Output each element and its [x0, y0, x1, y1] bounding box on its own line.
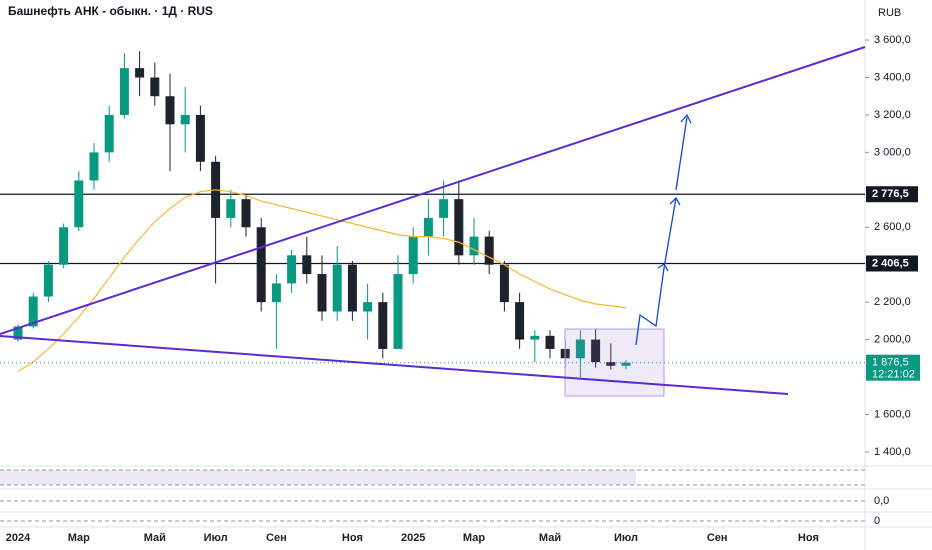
x-tick-label: Сен [707, 532, 728, 544]
candle-body [150, 77, 160, 97]
x-tick-label: Ноя [798, 532, 819, 544]
level-label-box [866, 186, 918, 203]
countdown: 12:21:02 [872, 369, 915, 381]
candle-body [545, 335, 555, 349]
candle-body [135, 68, 145, 78]
x-tick-label: Ноя [342, 532, 363, 544]
x-tick-label: 2025 [401, 532, 425, 544]
candle-body [499, 264, 509, 303]
candle-body [363, 302, 373, 312]
y-tick-label: 2 200,0 [874, 296, 911, 308]
candle-body [378, 302, 388, 349]
candle-body [591, 339, 601, 363]
y-tick-label: 3 000,0 [874, 146, 911, 158]
candle-body [423, 217, 433, 237]
candle-body [469, 236, 479, 256]
level-label: 2 776,5 [872, 188, 909, 200]
last-price-box [866, 354, 920, 381]
candle-body [515, 302, 525, 340]
y-tick-label: 3 400,0 [874, 71, 911, 83]
candle-body [317, 274, 327, 312]
chart-title: Башнефть АНК - обыкн. · 1Д · RUS [8, 4, 213, 18]
last-price-label: 1 876,5 [872, 357, 909, 369]
candle-body [439, 199, 449, 218]
x-tick-label: Мар [463, 532, 485, 544]
candle-body [226, 199, 236, 218]
trend-line [0, 46, 866, 335]
candle-body [89, 152, 99, 181]
candle-body [43, 264, 53, 297]
y-tick-label: 2 000,0 [874, 333, 911, 345]
y-tick-label: 3 200,0 [874, 109, 911, 121]
y-tick-label: 2 600,0 [874, 221, 911, 233]
candle-body [180, 114, 190, 125]
currency: RUB [878, 7, 901, 19]
candle-body [59, 227, 69, 265]
arrow-head [657, 263, 669, 272]
indicator-tick: 0,0 [874, 495, 889, 507]
level-label-box [866, 255, 918, 272]
candle-body [606, 362, 616, 366]
candle-body [119, 68, 129, 115]
x-tick-label: Май [144, 532, 166, 544]
candle-body [195, 114, 205, 162]
arrow-head [680, 113, 692, 124]
candle-body [165, 96, 175, 125]
x-tick-label: Июл [204, 532, 228, 544]
candle-body [28, 296, 38, 327]
y-tick-label: 1 600,0 [874, 408, 911, 420]
candle-body [347, 264, 357, 312]
candle-body [484, 236, 494, 265]
x-tick-label: Сен [266, 532, 287, 544]
indicator-tick: 0 [874, 515, 880, 527]
candle-body [454, 199, 464, 256]
level-label: 2 406,5 [872, 257, 909, 269]
candle-body [408, 236, 418, 275]
candle-body [302, 255, 312, 275]
x-tick-label: Мар [68, 532, 90, 544]
candle-body [256, 227, 266, 303]
candle-body [287, 255, 297, 284]
x-tick-label: Май [539, 532, 561, 544]
forecast-arrow [663, 197, 677, 269]
candle-body [241, 199, 251, 228]
candle-body [621, 362, 631, 366]
arrow-head [669, 196, 681, 206]
range-box [564, 328, 665, 397]
candle-body [104, 114, 114, 153]
y-tick-label: 3 600,0 [874, 34, 911, 46]
candle-body [393, 274, 403, 349]
candle-body [575, 339, 585, 359]
candle-body [74, 180, 84, 228]
candle-body [530, 335, 540, 340]
x-tick-label: Июл [614, 532, 638, 544]
plot [0, 51, 865, 378]
x-tick-label: 2024 [6, 532, 31, 544]
forecast-arrow [675, 116, 688, 191]
candle-body [332, 264, 342, 312]
candle-body [271, 283, 281, 303]
trend-line [0, 335, 789, 395]
forecast-arrow [635, 267, 665, 346]
y-tick-label: 1 400,0 [874, 446, 911, 458]
rsi-band [0, 470, 636, 485]
moving-average [17, 189, 627, 372]
candle-body [13, 326, 23, 340]
